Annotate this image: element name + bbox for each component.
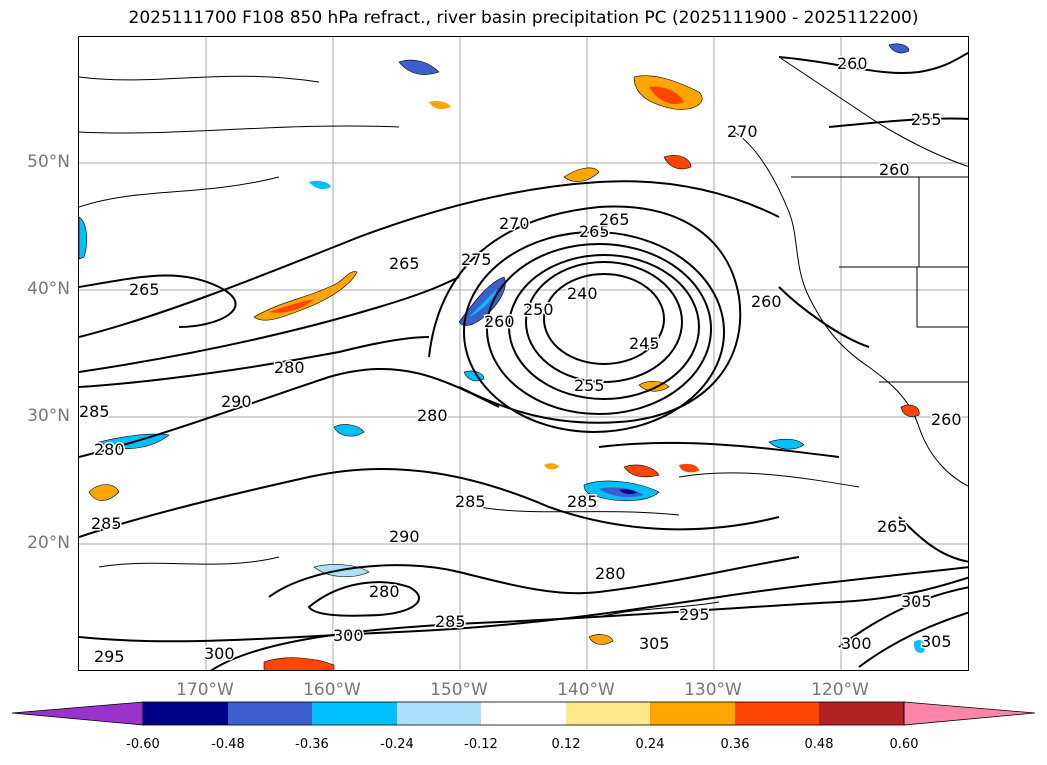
colorbar-swatch <box>566 702 650 725</box>
contour-label: 265 <box>877 517 908 536</box>
contour-label: 285 <box>79 402 110 421</box>
lat-label: 20°N <box>27 533 70 553</box>
map-title: 2025111700 F108 850 hPa refract., river … <box>128 8 919 28</box>
contour-label: 285 <box>435 612 466 631</box>
thin-contours <box>79 75 860 618</box>
contour-label: 245 <box>629 334 660 353</box>
precip-patches <box>79 43 925 670</box>
colorbar-swatch <box>228 702 312 725</box>
colorbar-tick: 0.24 <box>635 737 665 752</box>
colorbar <box>11 701 1036 726</box>
map-svg: 260 255 270 260 265 275 270 265 240 250 … <box>79 37 968 670</box>
contour-label: 295 <box>679 605 710 624</box>
lon-label: 150°W <box>430 680 488 700</box>
colorbar-tick: 0.12 <box>551 737 581 752</box>
colorbar-swatch <box>481 702 566 725</box>
contour-label: 290 <box>221 392 252 411</box>
contour-label: 260 <box>931 410 962 429</box>
contour-label: 290 <box>389 527 420 546</box>
colorbar-swatch <box>903 701 1036 726</box>
colorbar-tick: 0.60 <box>889 737 919 752</box>
colorbar-swatch <box>11 701 144 726</box>
contour-label: 275 <box>461 250 492 269</box>
colorbar-tick: 0.48 <box>804 737 834 752</box>
lon-label: 120°W <box>811 680 869 700</box>
lat-label: 50°N <box>27 152 70 172</box>
contour-label: 280 <box>595 564 626 583</box>
colorbar-tick: -0.48 <box>211 737 245 752</box>
contour-label: 305 <box>639 634 670 653</box>
lon-label: 130°W <box>684 680 742 700</box>
refractivity-contours <box>79 51 968 670</box>
contour-label: 305 <box>901 592 932 611</box>
colorbar-swatch <box>312 702 397 725</box>
graticule <box>79 37 968 670</box>
contour-label: 240 <box>567 284 598 303</box>
contour-label: 280 <box>417 406 448 425</box>
lon-label: 160°W <box>303 680 361 700</box>
colorbar-tick: -0.60 <box>126 737 160 752</box>
contour-label: 255 <box>574 376 605 395</box>
contour-labels: 260 255 270 260 265 275 270 265 240 250 … <box>79 53 963 668</box>
lon-label: 170°W <box>176 680 234 700</box>
contour-label: 280 <box>94 440 125 459</box>
contour-label: 300 <box>841 634 872 653</box>
colorbar-tick: -0.36 <box>295 737 329 752</box>
contour-label: 280 <box>274 358 305 377</box>
contour-label: 260 <box>879 160 910 179</box>
coastline <box>733 56 968 487</box>
contour-label: 270 <box>727 122 758 141</box>
contour-label: 305 <box>921 632 952 651</box>
contour-label: 250 <box>523 300 554 319</box>
colorbar-swatch <box>397 702 481 725</box>
colorbar-swatch <box>735 702 819 725</box>
contour-label: 260 <box>837 54 868 73</box>
contour-label: 285 <box>567 492 598 511</box>
contour-label: 270 <box>499 214 530 233</box>
lat-label: 30°N <box>27 406 70 426</box>
contour-label: 260 <box>484 312 515 331</box>
lat-label: 40°N <box>27 279 70 299</box>
lon-label: 140°W <box>557 680 615 700</box>
contour-label: 280 <box>369 582 400 601</box>
contour-label: 265 <box>129 280 160 299</box>
map-panel: 260 255 270 260 265 275 270 265 240 250 … <box>78 36 969 671</box>
contour-label: 285 <box>91 514 122 533</box>
colorbar-outline <box>142 701 905 726</box>
colorbar-swatch <box>650 702 735 725</box>
contour-label: 300 <box>204 644 235 663</box>
colorbar-swatch <box>819 702 904 725</box>
colorbar-swatch <box>143 702 228 725</box>
contour-label: 255 <box>911 110 942 129</box>
contour-label: 295 <box>94 647 125 666</box>
contour-label: 265 <box>389 254 420 273</box>
contour-label: 265 <box>579 222 610 241</box>
contour-label: 260 <box>751 292 782 311</box>
colorbar-tick: -0.24 <box>380 737 414 752</box>
contour-label: 265 <box>599 210 630 229</box>
colorbar-tick: -0.12 <box>464 737 498 752</box>
contour-label: 285 <box>455 492 486 511</box>
contour-label: 300 <box>333 626 364 645</box>
colorbar-tick: 0.36 <box>720 737 750 752</box>
